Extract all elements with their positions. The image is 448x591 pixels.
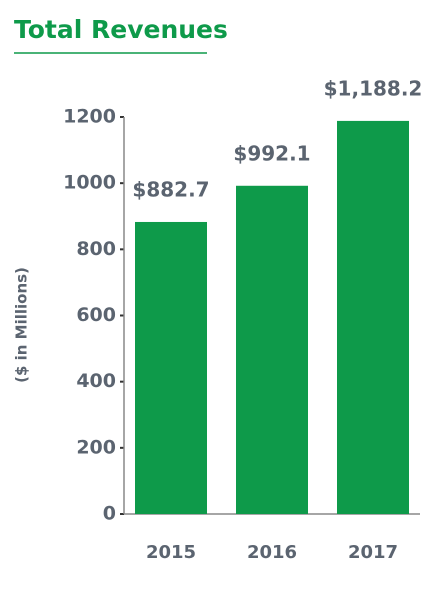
y-tick-label: 1200	[63, 106, 116, 128]
bar	[236, 185, 308, 514]
y-tick-label: 1000	[63, 172, 116, 194]
x-tick-label: 2017	[348, 542, 398, 563]
x-tick-label: 2016	[247, 542, 297, 563]
y-tick-label: 600	[76, 304, 116, 326]
chart-title: Total Revenues	[14, 15, 228, 44]
y-axis-label: ($ in Millions)	[13, 267, 31, 383]
value-label: $992.1	[233, 141, 310, 165]
y-tick-label: 0	[103, 503, 116, 525]
y-tick-label: 400	[76, 370, 116, 392]
value-label: $882.7	[132, 177, 209, 201]
x-tick-label: 2015	[146, 542, 196, 563]
bar	[135, 221, 207, 514]
value-label: $1,188.2	[324, 76, 423, 100]
bar	[337, 120, 409, 514]
y-tick-label: 200	[76, 436, 116, 458]
y-tick-label: 800	[76, 238, 116, 260]
